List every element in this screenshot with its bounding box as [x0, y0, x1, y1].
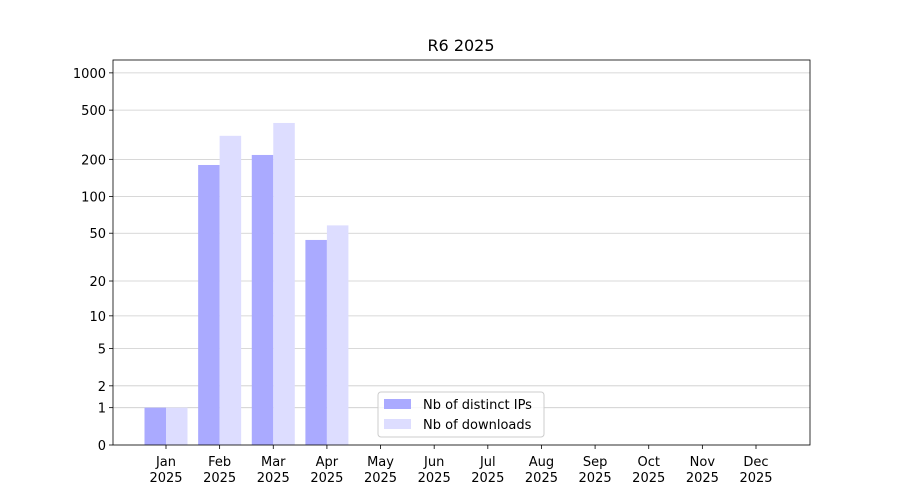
legend-label: Nb of distinct IPs: [423, 398, 532, 413]
legend-swatch: [384, 399, 411, 409]
x-tick-label: Jun 2025: [418, 455, 451, 486]
bar: [273, 122, 295, 445]
x-tick-label: Dec 2025: [739, 455, 772, 486]
y-tick-label: 500: [81, 104, 106, 119]
x-tick-label: Nov 2025: [686, 455, 719, 486]
x-tick-label: Apr 2025: [310, 455, 343, 486]
x-tick-label: Aug 2025: [525, 455, 558, 486]
y-tick-label: 1000: [73, 67, 106, 82]
y-tick-label: 5: [98, 342, 106, 357]
y-tick-label: 200: [81, 153, 106, 168]
x-tick-label: Sep 2025: [579, 455, 612, 486]
y-tick-label: 20: [89, 275, 106, 290]
chart-title: R6 2025: [427, 36, 494, 55]
y-tick-label: 50: [89, 227, 106, 242]
bar: [144, 407, 166, 445]
bar: [219, 135, 242, 446]
legend: Nb of distinct IPs Nb of downloads: [377, 391, 545, 438]
bar: [198, 164, 220, 445]
x-tick-label: Oct 2025: [632, 455, 665, 486]
legend-label: Nb of downloads: [423, 418, 532, 433]
x-tick-label: Jul 2025: [471, 455, 504, 486]
x-tick-label: May 2025: [364, 455, 397, 486]
plot-frame: [112, 59, 811, 446]
x-tick-label: Feb 2025: [203, 455, 236, 486]
bar: [166, 407, 188, 445]
bar: [251, 154, 274, 445]
legend-swatch: [384, 419, 411, 429]
x-tick-label: Mar 2025: [257, 455, 290, 486]
legend-box: [377, 391, 545, 438]
x-tick-label: Jan 2025: [149, 455, 182, 486]
bar: [326, 225, 349, 445]
bar: [305, 239, 327, 445]
y-tick-label: 2: [98, 380, 106, 395]
y-tick-label: 10: [89, 310, 106, 325]
y-tick-label: 100: [81, 190, 106, 205]
y-tick-label: 0: [98, 439, 106, 454]
y-tick-label: 1: [98, 402, 106, 417]
